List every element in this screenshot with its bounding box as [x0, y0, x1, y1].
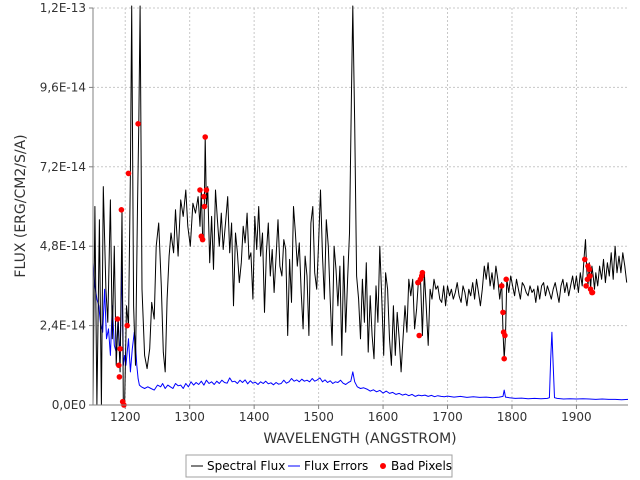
y-tick-label-4: 9,6E-14	[40, 80, 86, 94]
bad-pixel-point-4	[118, 207, 125, 213]
legend-spectral-flux-label: Spectral Flux	[207, 459, 285, 473]
bad-pixel-point-25	[501, 355, 508, 362]
bad-pixel-point-21	[419, 269, 426, 276]
bad-pixel-point-12	[199, 236, 206, 243]
legend-bad-pixels-label: Bad Pixels	[391, 459, 452, 473]
x-axis-title: WAVELENGTH (ANGSTROM)	[263, 431, 456, 447]
legend: Spectral Flux Flux Errors Bad Pixels	[185, 454, 453, 478]
bad-pixel-point-28	[582, 256, 588, 263]
series-line-spectral-flux	[92, 5, 628, 406]
x-tick-label-1: 1300	[174, 410, 205, 424]
y-tick-label-3: 7,2E-14	[40, 160, 86, 174]
y-tick-label-0: 0,0E0	[52, 398, 86, 412]
bad-pixel-point-15	[202, 134, 208, 140]
bad-pixel-point-7	[124, 322, 130, 329]
legend-flux-errors-label: Flux Errors	[304, 459, 368, 473]
x-tick-label-7: 1900	[561, 410, 592, 424]
bad-pixel-point-33	[587, 273, 593, 279]
y-tick-label-1: 2,4E-14	[40, 319, 86, 333]
bad-pixel-point-2	[116, 374, 123, 380]
bad-pixel-point-3	[117, 346, 123, 352]
bad-pixel-point-32	[586, 266, 593, 273]
y-tick-label-5: 1,2E-13	[40, 1, 86, 15]
x-tick-label-0: 1200	[110, 410, 141, 424]
bad-pixel-point-9	[135, 121, 141, 127]
bad-pixel-markers	[114, 121, 596, 408]
data-series	[92, 5, 629, 406]
bad-pixel-point-16	[203, 187, 210, 193]
legend-box	[185, 454, 453, 478]
x-tick-label-4: 1600	[368, 410, 399, 424]
bad-pixel-point-10	[197, 187, 203, 193]
bad-pixel-point-27	[503, 276, 510, 283]
bad-pixel-point-13	[201, 193, 207, 200]
series-line-flux-errors	[92, 262, 629, 401]
x-tick-label-5: 1700	[432, 410, 463, 424]
bad-pixel-point-18	[416, 332, 423, 339]
bad-pixel-point-29	[583, 283, 589, 289]
legend-bad-pixels-swatch	[380, 463, 386, 469]
y-axis-title: FLUX (ERG/CM2/S/A)	[13, 134, 29, 277]
x-tick-label-6: 1800	[497, 410, 528, 424]
bad-pixel-point-1	[116, 362, 122, 369]
x-tick-label-2: 1400	[239, 410, 270, 424]
x-tick-label-3: 1500	[303, 410, 334, 424]
bad-pixel-point-22	[498, 283, 505, 289]
bad-pixel-point-23	[500, 309, 506, 316]
bad-pixel-point-0	[114, 316, 121, 322]
x-axis-ticks: 1200 1300 1400 1500 1600 1700 1800 1900	[110, 405, 592, 424]
bad-pixel-point-36	[589, 289, 596, 296]
bad-pixel-point-14	[201, 203, 208, 210]
bad-pixel-point-26	[502, 332, 508, 339]
bad-pixel-point-8	[125, 170, 132, 177]
y-tick-label-2: 4,8E-14	[40, 239, 86, 253]
y-axis-ticks: 0,0E0 2,4E-14 4,8E-14 7,2E-14 9,6E-14 1,2E-13	[40, 1, 93, 412]
